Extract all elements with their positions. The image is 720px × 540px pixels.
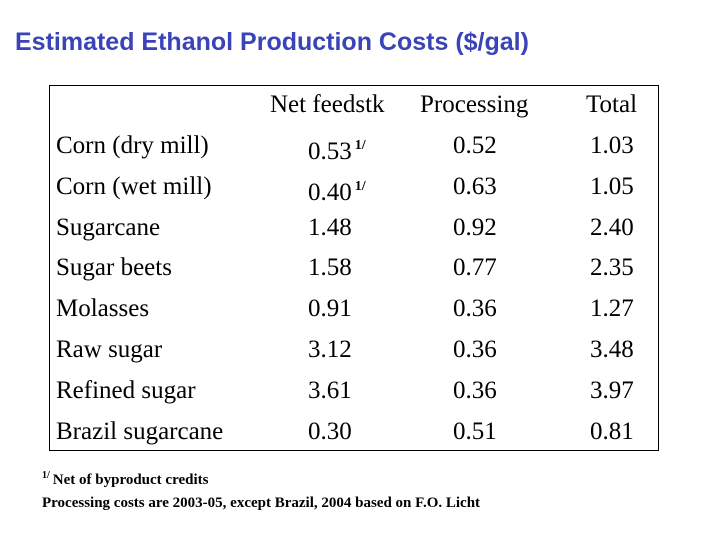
header-net-feedstock: Net feedstk	[270, 91, 385, 118]
feedstock-cost: 1.58	[308, 253, 352, 283]
feedstock-cost: 0.30	[308, 417, 352, 447]
processing-cost: 0.51	[453, 418, 497, 445]
row-label: Raw sugar	[56, 336, 163, 363]
processing-cost: 0.36	[453, 295, 497, 322]
header-total: Total	[586, 91, 638, 118]
feedstock-cost: 1.48	[308, 213, 352, 243]
row-label: Corn (wet mill)	[56, 173, 212, 200]
feedstock-value: 3.61	[308, 377, 352, 404]
feedstock-value: 3.12	[308, 336, 352, 363]
footnote-marker: 1/	[42, 470, 50, 481]
row-label: Sugar beets	[56, 254, 172, 281]
cost-table: Net feedstk Processing Total Corn (dry m…	[49, 85, 659, 451]
feedstock-value: 0.91	[308, 295, 352, 322]
feedstock-value: 1.58	[308, 254, 352, 281]
total-cost: 0.81	[590, 418, 634, 445]
feedstock-value: 0.53	[308, 138, 352, 165]
feedstock-cost: 0.91	[308, 294, 352, 324]
feedstock-value: 1.48	[308, 214, 352, 241]
footnote-ref: 1/	[354, 138, 366, 153]
total-cost: 1.03	[590, 132, 634, 159]
total-cost: 3.48	[590, 336, 634, 363]
page-title: Estimated Ethanol Production Costs ($/ga…	[15, 28, 529, 56]
processing-cost: 0.92	[453, 214, 497, 241]
header-processing: Processing	[420, 91, 529, 118]
processing-cost: 0.63	[453, 173, 497, 200]
total-cost: 1.27	[590, 295, 634, 322]
total-cost: 2.40	[590, 214, 634, 241]
row-label: Sugarcane	[56, 214, 161, 241]
feedstock-cost: 3.12	[308, 335, 352, 365]
row-label: Molasses	[56, 295, 150, 322]
row-label: Corn (dry mill)	[56, 132, 209, 159]
total-cost: 3.97	[590, 377, 634, 404]
footnote-1-text: Net of byproduct credits	[52, 472, 209, 488]
processing-cost: 0.36	[453, 377, 497, 404]
feedstock-value: 0.30	[308, 418, 352, 445]
processing-cost: 0.77	[453, 254, 497, 281]
footnote-2: Processing costs are 2003-05, except Bra…	[42, 495, 481, 511]
feedstock-cost: 0.40 1/	[308, 172, 366, 208]
total-cost: 1.05	[590, 173, 634, 200]
feedstock-cost: 0.53 1/	[308, 131, 366, 167]
footnote-1: 1/Net of byproduct credits	[42, 470, 208, 489]
footnote-ref: 1/	[354, 179, 366, 194]
processing-cost: 0.52	[453, 132, 497, 159]
row-label: Refined sugar	[56, 377, 196, 404]
processing-cost: 0.36	[453, 336, 497, 363]
row-label: Brazil sugarcane	[56, 418, 224, 445]
feedstock-value: 0.40	[308, 179, 352, 206]
feedstock-cost: 3.61	[308, 376, 352, 406]
total-cost: 2.35	[590, 254, 634, 281]
